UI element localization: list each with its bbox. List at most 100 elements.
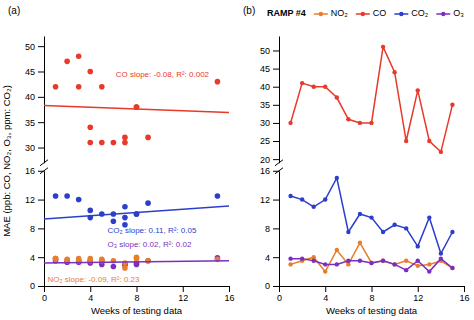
tick-mark — [372, 286, 373, 292]
tick-mark — [38, 257, 44, 258]
tick: 16 — [459, 286, 469, 303]
point — [369, 261, 373, 265]
tick-mark — [464, 286, 465, 292]
point — [64, 193, 70, 199]
tick-label: 4 — [30, 253, 35, 263]
point — [311, 205, 315, 209]
point — [122, 135, 128, 141]
legend-marker — [319, 12, 323, 16]
tick-label: 12 — [413, 293, 423, 303]
axis: 0481216 — [42, 286, 235, 303]
point — [335, 95, 339, 99]
tick-mark — [273, 50, 279, 51]
tick: 30 — [25, 143, 44, 153]
tick-label: 25 — [260, 136, 270, 146]
tick-mark — [229, 286, 230, 292]
point — [53, 256, 59, 262]
tick-label: 4 — [88, 293, 93, 303]
point — [323, 85, 327, 89]
point — [53, 84, 59, 90]
tick-mark — [273, 123, 279, 124]
tick-label: 30 — [260, 118, 270, 128]
point — [122, 204, 128, 210]
point — [381, 259, 385, 263]
series — [44, 261, 229, 263]
point — [427, 139, 431, 143]
point — [122, 215, 128, 221]
upper-axes: 20253035404550 — [260, 37, 455, 166]
line — [291, 47, 453, 152]
point — [145, 258, 151, 264]
point — [358, 241, 362, 245]
point — [300, 81, 304, 85]
tick-label: 45 — [25, 67, 35, 77]
legend-marker — [361, 12, 365, 16]
tick-label: 12 — [260, 195, 270, 205]
legend-label: CO — [373, 8, 387, 18]
tick: 4 — [265, 253, 279, 263]
series — [288, 256, 454, 273]
point — [381, 230, 385, 234]
point — [288, 262, 292, 266]
point — [323, 262, 327, 266]
tick: 12 — [25, 195, 44, 205]
tick: 0 — [265, 281, 279, 291]
point — [404, 139, 408, 143]
point — [87, 256, 93, 262]
point — [404, 226, 408, 230]
point — [392, 262, 396, 266]
tick: 40 — [260, 82, 279, 92]
point — [346, 230, 350, 234]
line — [291, 243, 453, 272]
tick-label: 0 — [42, 293, 47, 303]
tick: 8 — [369, 286, 374, 303]
tick-label: 20 — [260, 155, 270, 165]
point — [311, 85, 315, 89]
series — [44, 105, 229, 112]
tick-mark — [183, 286, 184, 292]
axis-break — [40, 168, 48, 174]
point — [439, 251, 443, 255]
chart: 3035404550CO slope: -0.08, R²: 0.0020481… — [0, 0, 474, 320]
tick-label: 0 — [30, 281, 35, 291]
point — [346, 259, 350, 263]
point — [416, 259, 420, 263]
axis-line — [44, 171, 45, 286]
tick-mark — [418, 286, 419, 292]
point — [122, 260, 128, 266]
tick-mark — [38, 46, 44, 47]
tick-label: 8 — [30, 224, 35, 234]
line — [44, 206, 229, 219]
legend-marker — [441, 12, 445, 16]
tick-label: 12 — [178, 293, 188, 303]
point — [369, 215, 373, 219]
point — [335, 176, 339, 180]
point — [122, 265, 128, 271]
title: (a) — [8, 5, 20, 16]
point — [300, 197, 304, 201]
axis-line — [44, 37, 45, 164]
tick: 35 — [25, 118, 44, 128]
tick: 16 — [260, 166, 279, 176]
axis: 0481216 — [277, 286, 470, 303]
y-axis-label: MAE (ppb: CO, NO₂, O₃, ppm: CO₂) — [1, 85, 12, 237]
legend-entry: CO — [356, 8, 387, 18]
upper-axes: 3035404550CO slope: -0.08, R²: 0.002 — [25, 37, 229, 166]
tick-label: 4 — [323, 293, 328, 303]
tick-label: 35 — [260, 100, 270, 110]
point — [111, 140, 117, 146]
point — [99, 84, 105, 90]
point — [369, 121, 373, 125]
point — [215, 79, 221, 85]
tick-mark — [38, 148, 44, 149]
annotation: O₃ slope: 0.02, R²: 0.02 — [108, 240, 192, 249]
point — [53, 256, 59, 262]
tick-mark — [273, 69, 279, 70]
axis: 0481216 — [260, 166, 280, 291]
point — [311, 259, 315, 263]
legend-title: RAMP #4 — [267, 8, 306, 18]
tick-label: 8 — [369, 293, 374, 303]
point — [450, 266, 454, 270]
point — [392, 70, 396, 74]
axis: 20253035404550 — [260, 37, 280, 165]
